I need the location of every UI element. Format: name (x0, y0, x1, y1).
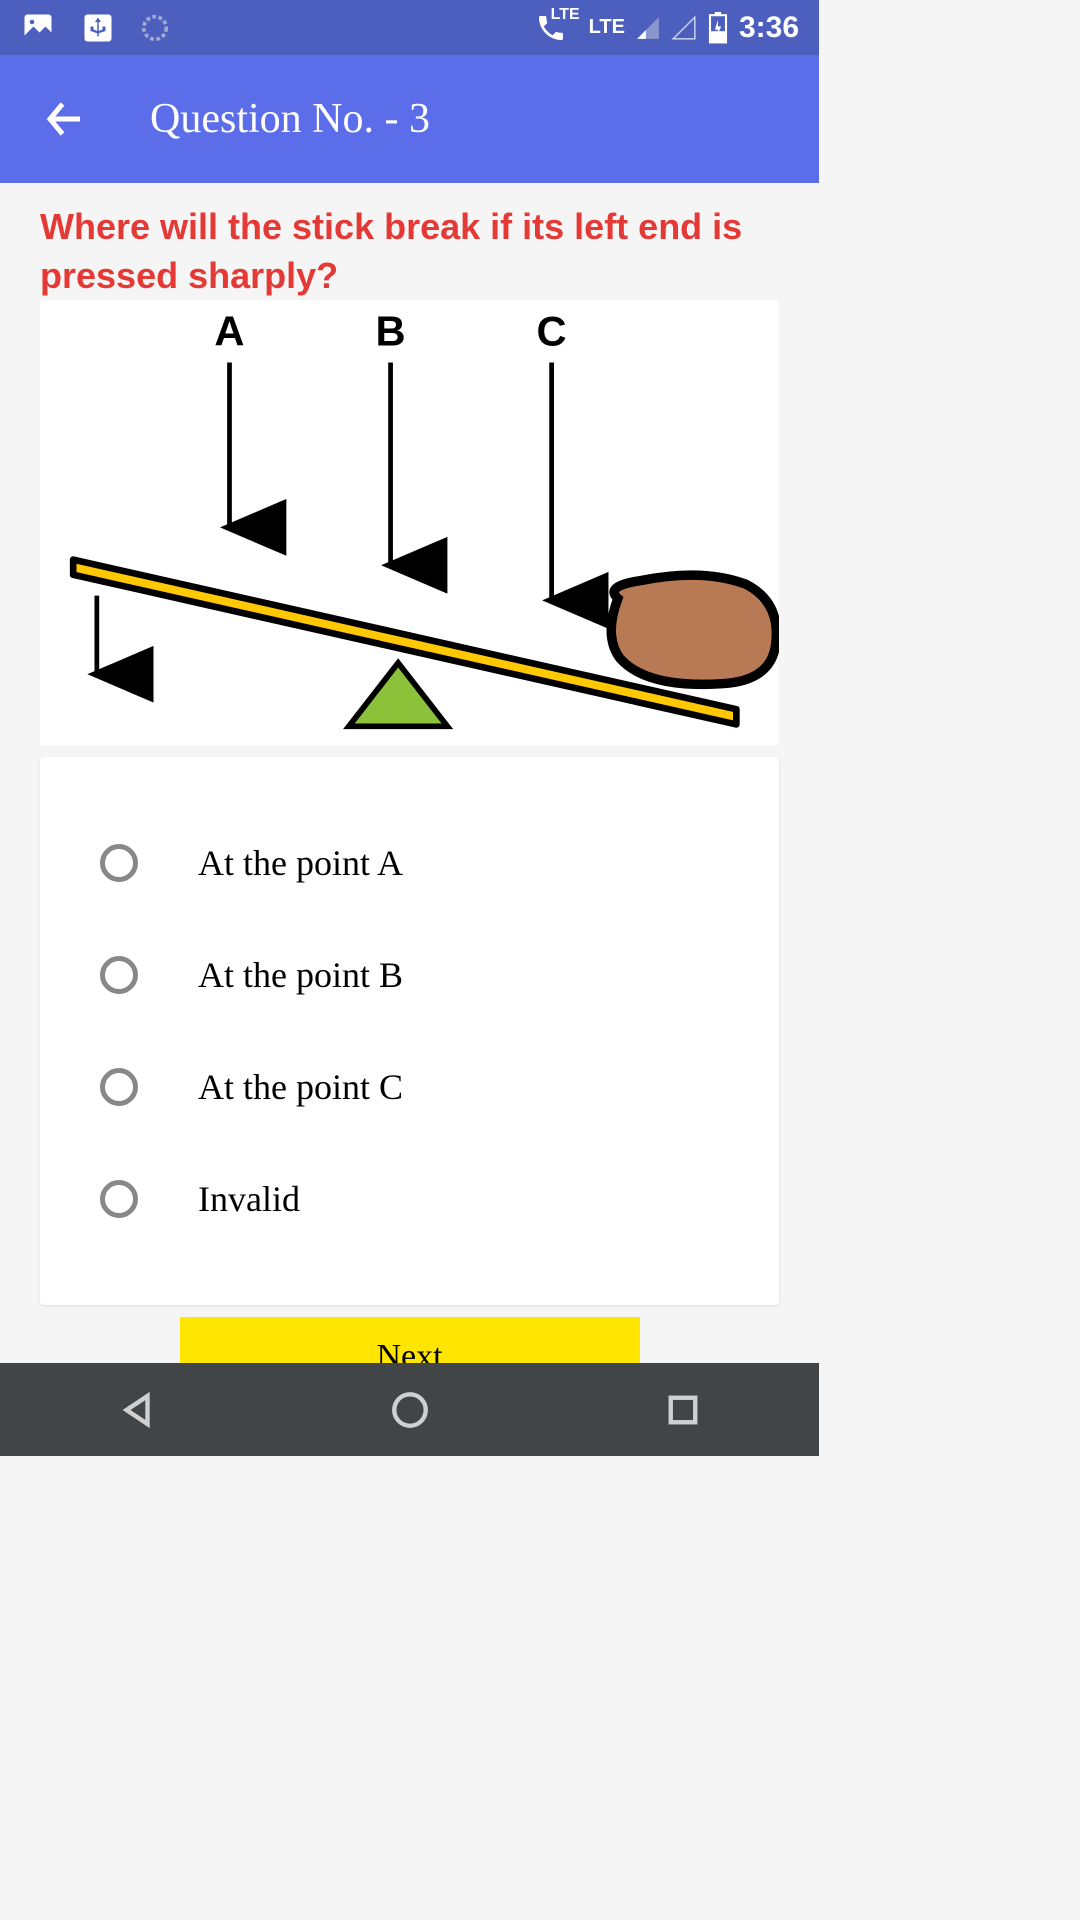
diagram-label-b: B (375, 308, 405, 355)
radio-a[interactable] (100, 844, 138, 882)
nav-back-icon[interactable] (116, 1389, 158, 1431)
question-text: Where will the stick break if its left e… (40, 203, 779, 300)
battery-icon (707, 12, 729, 44)
back-arrow-icon[interactable] (40, 94, 90, 144)
radio-b[interactable] (100, 956, 138, 994)
option-d[interactable]: Invalid (100, 1143, 719, 1255)
nav-home-icon[interactable] (389, 1389, 431, 1431)
status-icons-right: LTE LTE 3:36 (535, 11, 799, 45)
lte-small-label: LTE (551, 6, 580, 24)
content-area: Where will the stick break if its left e… (0, 183, 819, 1397)
diagram-label-c: C (537, 308, 567, 355)
usb-icon (80, 10, 116, 46)
fulcrum (349, 663, 448, 726)
lever-diagram: A B C (40, 300, 779, 745)
status-icons-left (20, 10, 170, 46)
lte-label: LTE (589, 16, 625, 39)
radio-d[interactable] (100, 1180, 138, 1218)
option-b[interactable]: At the point B (100, 919, 719, 1031)
status-bar: LTE LTE 3:36 (0, 0, 819, 55)
diagram-label-a: A (214, 308, 244, 355)
rock-shape (611, 575, 776, 684)
option-c[interactable]: At the point C (100, 1031, 719, 1143)
option-b-label: At the point B (198, 954, 403, 996)
signal-icon-1 (635, 15, 661, 41)
diagram: A B C (40, 300, 779, 745)
page-title: Question No. - 3 (150, 95, 430, 143)
app-header: Question No. - 3 (0, 55, 819, 183)
option-d-label: Invalid (198, 1178, 300, 1220)
radio-c[interactable] (100, 1068, 138, 1106)
options-card: At the point A At the point B At the poi… (40, 757, 779, 1305)
loading-icon (140, 13, 170, 43)
option-a[interactable]: At the point A (100, 807, 719, 919)
clock-label: 3:36 (739, 11, 799, 45)
option-a-label: At the point A (198, 842, 403, 884)
nav-recent-icon[interactable] (662, 1389, 704, 1431)
nav-bar (0, 1363, 819, 1456)
option-c-label: At the point C (198, 1066, 403, 1108)
gallery-icon (20, 10, 56, 46)
signal-icon-2 (671, 15, 697, 41)
